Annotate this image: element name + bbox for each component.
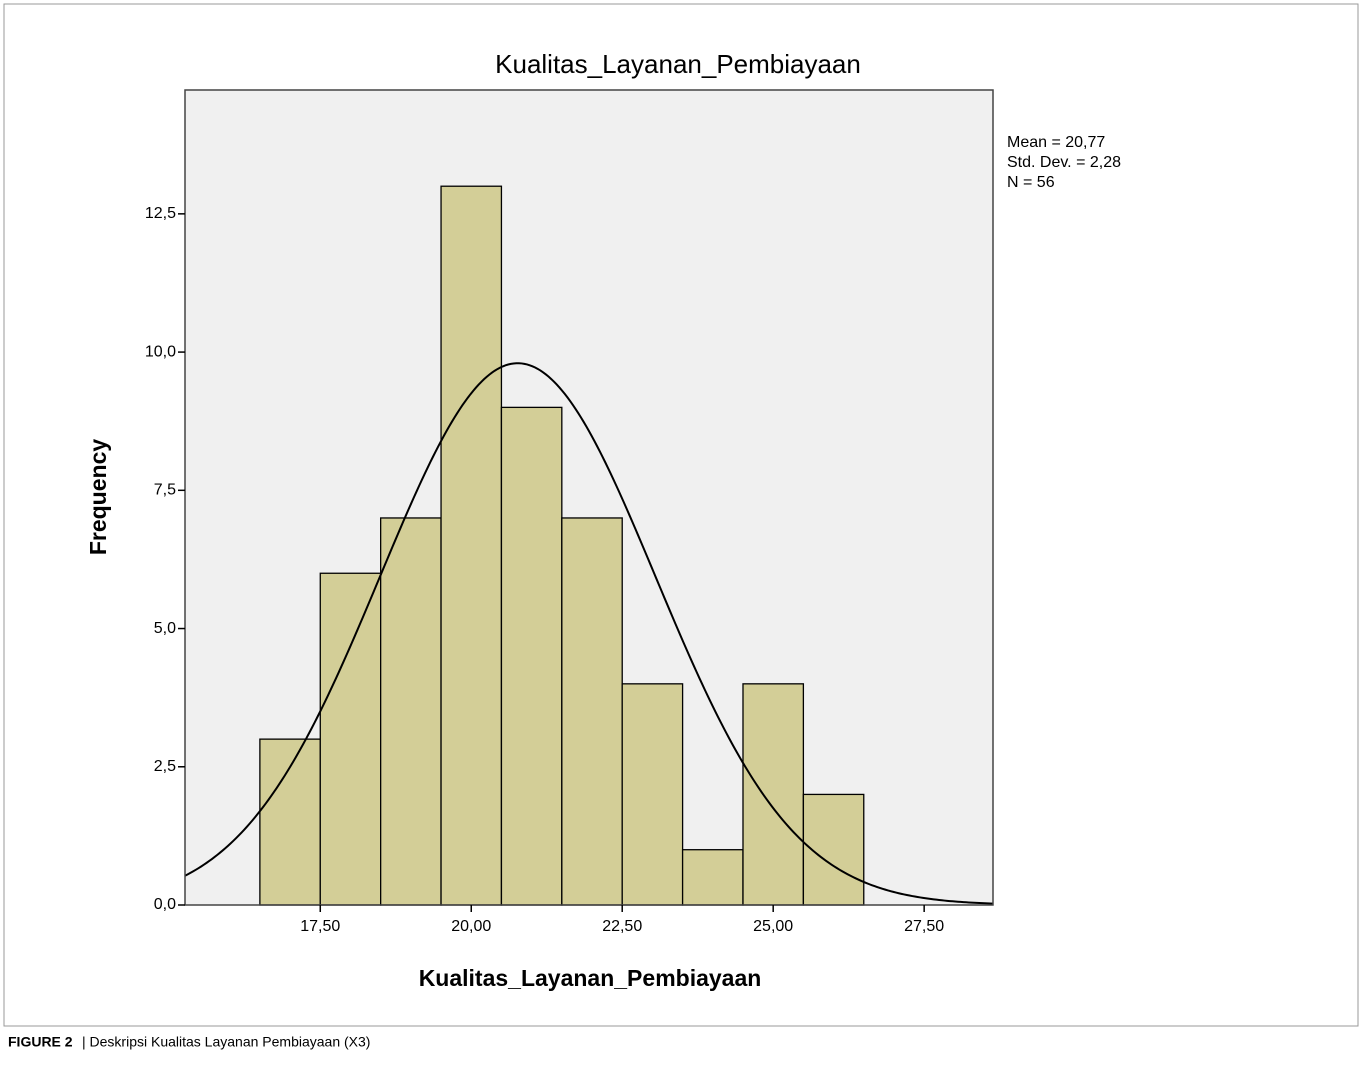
x-tick-label: 20,00 — [451, 918, 491, 935]
plot-border — [184, 89, 994, 906]
caption-text: | Deskripsi Kualitas Layanan Pembiayaan … — [82, 1034, 370, 1050]
y-tick-label: 12,5 — [145, 205, 176, 222]
y-axis-label: Frequency — [85, 439, 111, 556]
caption-label: FIGURE 2 — [8, 1034, 73, 1050]
normal-curve — [184, 362, 994, 905]
chart-title: Kualitas_Layanan_Pembiayaan — [495, 49, 861, 79]
bar — [500, 406, 563, 906]
bar — [681, 849, 744, 906]
stat-label: Mean = 20,77 — [1007, 134, 1105, 151]
x-tick-label: 25,00 — [753, 918, 793, 935]
bar — [561, 517, 623, 906]
y-tick-label: 2,5 — [154, 758, 176, 775]
x-tick-label: 27,50 — [904, 918, 944, 935]
figure-border — [3, 3, 1359, 1027]
stat-label: N = 56 — [1007, 174, 1055, 191]
bar — [380, 517, 442, 906]
bar — [742, 683, 805, 906]
bar — [259, 738, 321, 906]
x-tick-label: 17,50 — [300, 918, 340, 935]
x-tick-label: 22,50 — [602, 918, 642, 935]
bar — [621, 683, 684, 906]
y-tick-label: 5,0 — [154, 620, 176, 637]
y-tick-label: 7,5 — [154, 482, 176, 499]
y-tick-label: 10,0 — [145, 343, 176, 360]
stat-label: Std. Dev. = 2,28 — [1007, 154, 1121, 171]
x-axis-label: Kualitas_Layanan_Pembiayaan — [419, 965, 762, 991]
y-tick-label: 0,0 — [154, 896, 176, 913]
bar — [440, 185, 503, 906]
bar — [319, 572, 382, 906]
